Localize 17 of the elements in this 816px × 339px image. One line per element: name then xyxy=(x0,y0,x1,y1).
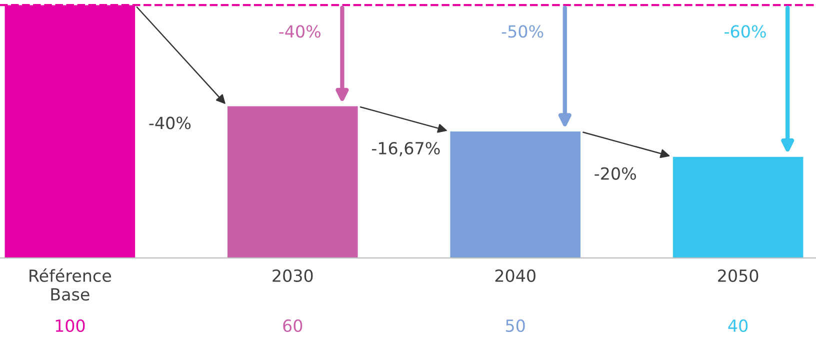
annotation: -40% xyxy=(149,116,191,130)
annotation: -60% xyxy=(724,25,766,38)
annotation: -20% xyxy=(594,167,636,180)
bar xyxy=(227,106,358,258)
annotation: -40% xyxy=(279,25,320,38)
data-label: 100 xyxy=(56,319,85,332)
annotation: -50% xyxy=(502,25,544,38)
data-label: 50 xyxy=(506,319,525,332)
annotation: -16,67% xyxy=(372,142,440,156)
x-tick-label: Référence Base xyxy=(30,268,111,301)
x-tick-label: 2030 xyxy=(272,269,313,282)
x-tick-label: 2040 xyxy=(495,269,536,282)
bar xyxy=(672,156,804,258)
data-label: 60 xyxy=(283,319,302,332)
bar xyxy=(450,132,580,258)
x-tick-label: 2050 xyxy=(718,269,758,282)
data-label: 40 xyxy=(728,319,748,332)
